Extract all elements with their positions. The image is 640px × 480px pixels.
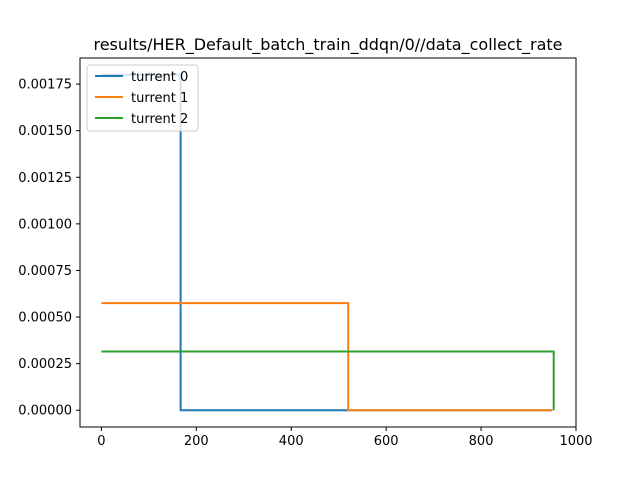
x-tick-label: 200: [184, 434, 209, 449]
y-tick-label: 0.00075: [18, 264, 72, 279]
y-tick-label: 0.00125: [18, 171, 72, 186]
x-tick-label: 0: [97, 434, 105, 449]
legend-box: [86, 64, 199, 132]
y-tick-label: 0.00100: [18, 217, 72, 232]
chart-title: results/HER_Default_batch_train_ddqn/0//…: [93, 35, 562, 55]
series-line-1: [101, 302, 553, 412]
x-tick-label: 800: [469, 434, 494, 449]
legend: turrent 0 turrent 1 turrent 2: [86, 64, 199, 132]
y-tick-label: 0.00175: [18, 78, 72, 93]
series-line-2: [101, 350, 555, 411]
x-tick-label: 1000: [559, 434, 592, 449]
legend-label-turrent-2: turrent 2: [131, 112, 188, 127]
y-axis: 0.00000 0.00025 0.00050 0.00075 0.00100 0.001…: [18, 78, 80, 419]
y-tick-label: 0.00050: [18, 311, 72, 326]
x-tick-label: 400: [279, 434, 304, 449]
x-tick-label: 600: [374, 434, 399, 449]
y-tick-label: 0.00025: [18, 357, 72, 372]
legend-label-turrent-0: turrent 0: [131, 70, 188, 85]
legend-label-turrent-1: turrent 1: [131, 91, 188, 106]
y-tick-label: 0.00000: [18, 404, 72, 419]
plot-frame: [79, 57, 577, 428]
x-axis: 0 200 400 600 800 1000: [97, 427, 593, 449]
y-tick-label: 0.00150: [18, 124, 72, 139]
